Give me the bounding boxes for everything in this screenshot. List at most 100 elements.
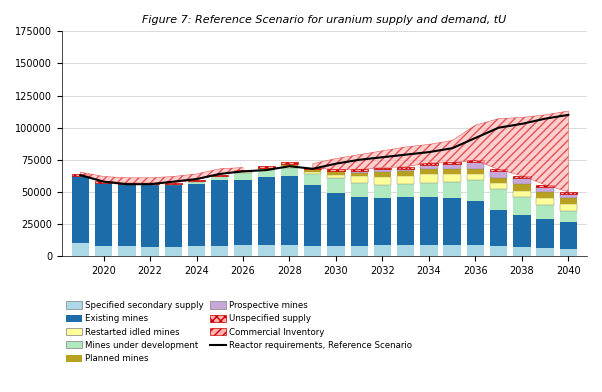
- Bar: [420, 174, 438, 183]
- Bar: [444, 162, 461, 164]
- Bar: [72, 176, 89, 243]
- Bar: [490, 246, 507, 256]
- Bar: [72, 174, 89, 176]
- Bar: [467, 245, 484, 256]
- Bar: [350, 172, 368, 176]
- Bar: [188, 180, 205, 181]
- Bar: [420, 197, 438, 245]
- Bar: [258, 177, 275, 245]
- Bar: [374, 198, 391, 245]
- Bar: [490, 183, 507, 189]
- Bar: [467, 180, 484, 201]
- Bar: [560, 222, 577, 249]
- Bar: [281, 245, 298, 256]
- Bar: [188, 246, 205, 256]
- Bar: [258, 167, 275, 169]
- Bar: [258, 170, 275, 177]
- Bar: [397, 197, 414, 245]
- Bar: [304, 174, 321, 185]
- Bar: [444, 174, 461, 181]
- Bar: [467, 201, 484, 245]
- Bar: [444, 169, 461, 174]
- Bar: [327, 171, 345, 175]
- Bar: [397, 167, 414, 169]
- Bar: [211, 246, 229, 256]
- Bar: [514, 176, 530, 178]
- Bar: [514, 191, 530, 197]
- Bar: [327, 246, 345, 256]
- Bar: [327, 175, 345, 178]
- Bar: [164, 183, 182, 184]
- Bar: [514, 184, 530, 191]
- Bar: [514, 215, 530, 247]
- Bar: [234, 245, 252, 256]
- Bar: [234, 171, 252, 172]
- Bar: [304, 246, 321, 256]
- Bar: [281, 163, 298, 165]
- Bar: [397, 171, 414, 176]
- Bar: [397, 169, 414, 171]
- Bar: [514, 247, 530, 256]
- Bar: [327, 178, 345, 193]
- Bar: [374, 245, 391, 256]
- Bar: [490, 171, 507, 178]
- Bar: [514, 178, 530, 184]
- Bar: [141, 183, 159, 184]
- Bar: [374, 167, 391, 169]
- Bar: [560, 211, 577, 222]
- Bar: [118, 183, 135, 184]
- Bar: [95, 183, 113, 246]
- Bar: [536, 205, 554, 219]
- Bar: [536, 249, 554, 256]
- Bar: [350, 171, 368, 172]
- Bar: [536, 198, 554, 205]
- Bar: [536, 187, 554, 192]
- Bar: [211, 180, 229, 246]
- Bar: [118, 184, 135, 246]
- Bar: [560, 249, 577, 256]
- Bar: [350, 183, 368, 197]
- Bar: [211, 176, 229, 180]
- Bar: [420, 163, 438, 165]
- Legend: Specified secondary supply, Existing mines, Restarted idled mines, Mines under d: Specified secondary supply, Existing min…: [66, 301, 412, 363]
- Bar: [397, 245, 414, 256]
- Bar: [444, 181, 461, 198]
- Bar: [514, 197, 530, 215]
- Bar: [420, 183, 438, 197]
- Bar: [281, 162, 298, 163]
- Bar: [467, 174, 484, 180]
- Bar: [350, 169, 368, 171]
- Bar: [397, 176, 414, 184]
- Bar: [560, 194, 577, 198]
- Bar: [234, 172, 252, 173]
- Bar: [141, 185, 159, 247]
- Bar: [95, 181, 113, 183]
- Bar: [164, 247, 182, 256]
- Bar: [118, 246, 135, 256]
- Bar: [258, 245, 275, 256]
- Bar: [420, 169, 438, 174]
- Bar: [164, 184, 182, 185]
- Bar: [536, 192, 554, 198]
- Bar: [258, 169, 275, 170]
- Bar: [490, 189, 507, 210]
- Bar: [444, 198, 461, 245]
- Bar: [536, 185, 554, 187]
- Bar: [536, 219, 554, 249]
- Bar: [444, 164, 461, 169]
- Bar: [304, 168, 321, 169]
- Bar: [281, 176, 298, 245]
- Bar: [188, 184, 205, 246]
- Bar: [211, 174, 229, 176]
- Bar: [164, 185, 182, 247]
- Bar: [374, 169, 391, 172]
- Bar: [490, 169, 507, 171]
- Title: Figure 7: Reference Scenario for uranium supply and demand, tU: Figure 7: Reference Scenario for uranium…: [142, 15, 506, 25]
- Bar: [304, 172, 321, 174]
- Bar: [560, 198, 577, 204]
- Bar: [281, 167, 298, 176]
- Bar: [350, 176, 368, 183]
- Bar: [490, 210, 507, 246]
- Bar: [560, 192, 577, 194]
- Bar: [141, 247, 159, 256]
